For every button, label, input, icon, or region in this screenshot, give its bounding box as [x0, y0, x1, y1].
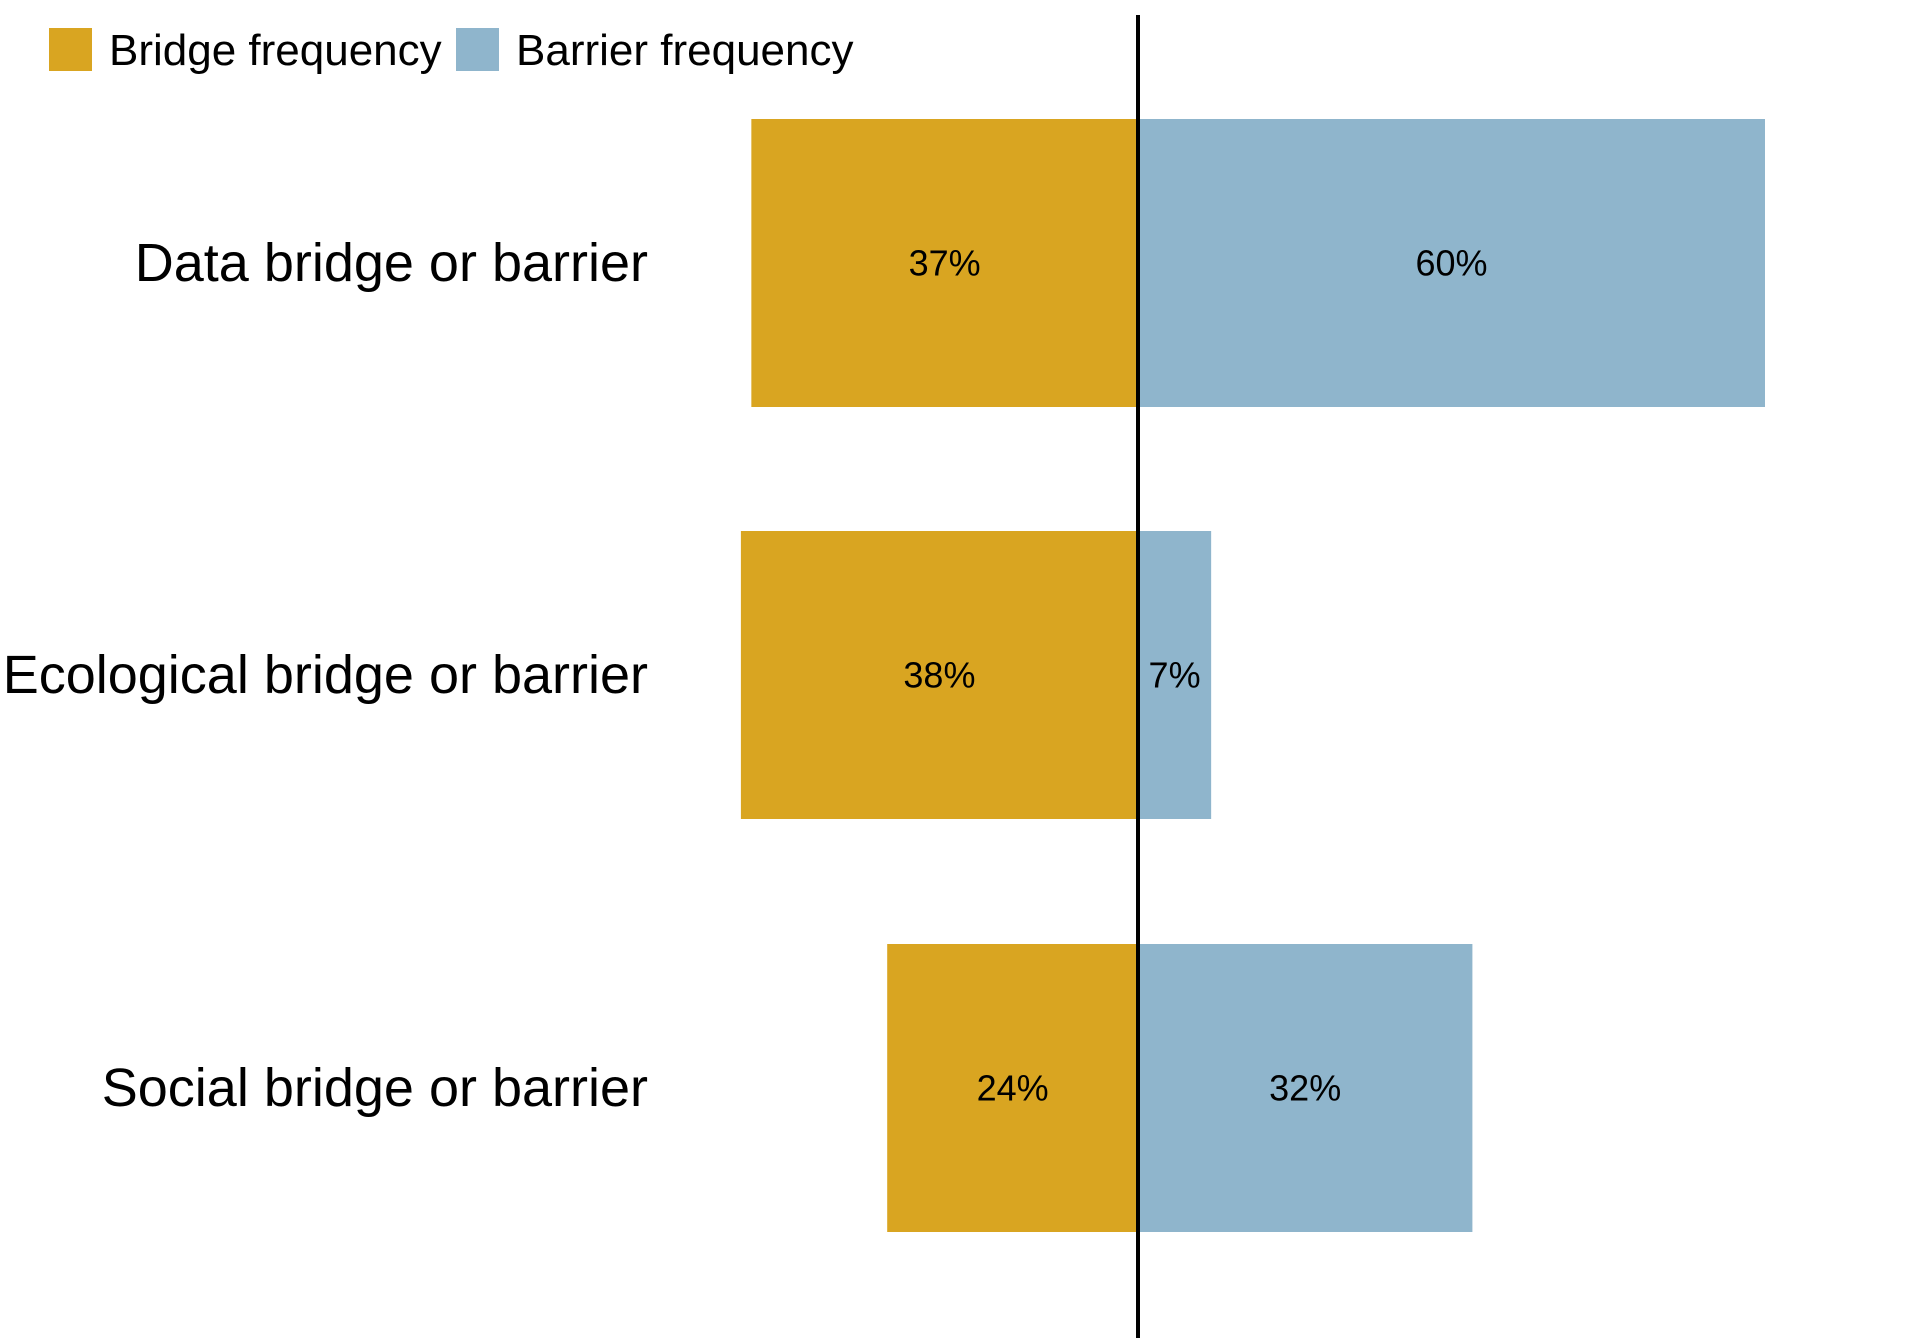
- bar-bridge-frequency-data-bridge-or-barrier: [751, 119, 1138, 407]
- category-label-social-bridge-or-barrier: Social bridge or barrier: [102, 1058, 648, 1118]
- value-label-bridge-frequency-social-bridge-or-barrier: 24%: [977, 1068, 1049, 1109]
- value-label-barrier-frequency-data-bridge-or-barrier: 60%: [1415, 243, 1487, 284]
- value-label-bridge-frequency-data-bridge-or-barrier: 37%: [909, 243, 981, 284]
- value-labels-group: 37% 60% 38% 7% 24% 32%: [903, 243, 1487, 1109]
- bar-barrier-frequency-data-bridge-or-barrier: [1138, 119, 1765, 407]
- bars-group: [740, 119, 1765, 1232]
- bar-bridge-frequency-social-bridge-or-barrier: [887, 944, 1138, 1232]
- legend-swatch-barrier: [456, 28, 499, 71]
- legend-label-barrier: Barrier frequency: [516, 26, 853, 75]
- category-label-ecological-bridge-or-barrier: Ecological bridge or barrier: [3, 645, 648, 705]
- category-label-data-bridge-or-barrier: Data bridge or barrier: [135, 233, 648, 293]
- value-label-barrier-frequency-ecological-bridge-or-barrier: 7%: [1149, 655, 1201, 696]
- legend-swatch-bridge: [49, 28, 92, 71]
- legend: Bridge frequency Barrier frequency: [49, 26, 853, 75]
- legend-label-bridge: Bridge frequency: [109, 26, 442, 75]
- category-labels-group: Data bridge or barrier Ecological bridge …: [3, 233, 648, 1118]
- value-label-barrier-frequency-social-bridge-or-barrier: 32%: [1269, 1068, 1341, 1109]
- value-label-bridge-frequency-ecological-bridge-or-barrier: 38%: [903, 655, 975, 696]
- bar-barrier-frequency-ecological-bridge-or-barrier: [1138, 531, 1212, 819]
- bar-barrier-frequency-social-bridge-or-barrier: [1138, 944, 1473, 1232]
- bar-bridge-frequency-ecological-bridge-or-barrier: [740, 531, 1138, 819]
